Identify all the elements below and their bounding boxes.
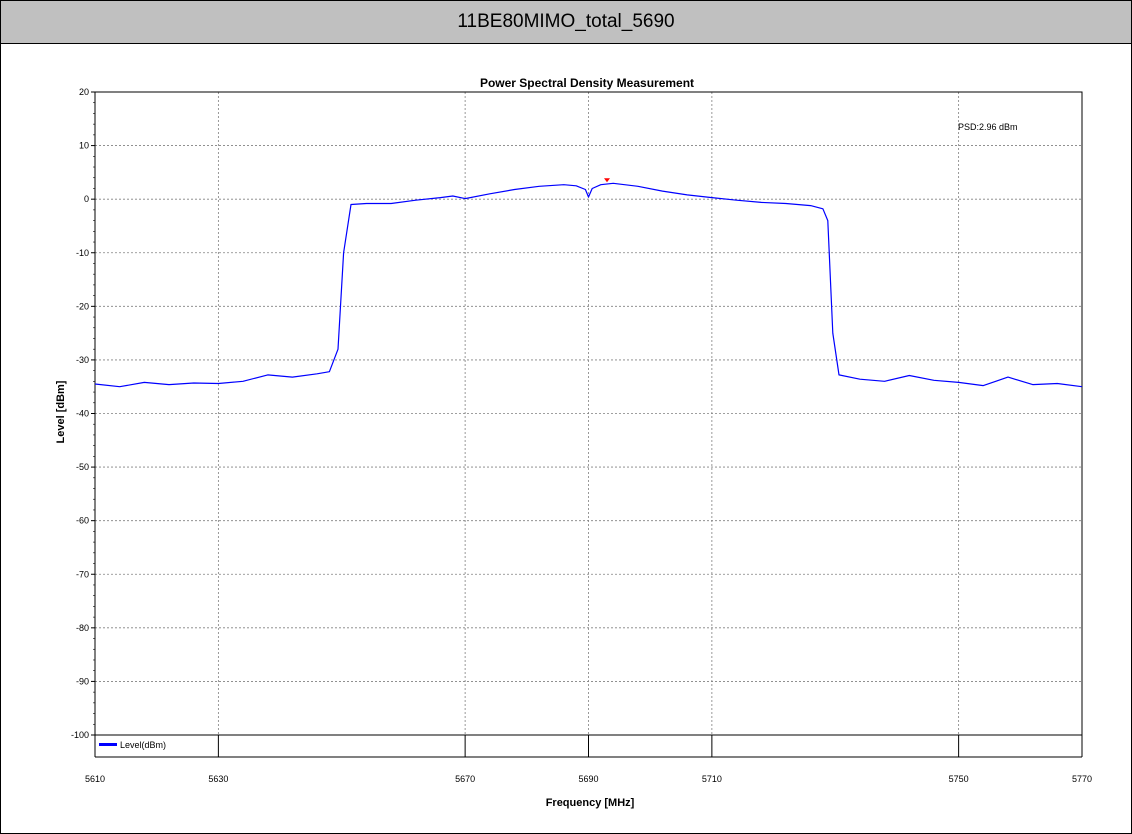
y-tick-label: -70 bbox=[76, 569, 89, 579]
y-tick-label: -90 bbox=[76, 676, 89, 686]
x-tick-label: 5690 bbox=[578, 774, 598, 784]
y-axis-label: Level [dBm] bbox=[55, 380, 67, 443]
chart-title: Power Spectral Density Measurement bbox=[480, 76, 694, 90]
page-title: 11BE80MIMO_total_5690 bbox=[1, 1, 1131, 44]
x-tick-label: 5670 bbox=[455, 774, 475, 784]
y-tick-label: -30 bbox=[76, 355, 89, 365]
x-tick-label: 5630 bbox=[208, 774, 228, 784]
y-tick-label: 10 bbox=[79, 141, 89, 151]
chart-ticks: 20 10 0 -10 -20 -30 -40 -50 -60 -70 -80 -90 -100 5610… bbox=[71, 87, 1092, 784]
legend-swatch bbox=[99, 743, 117, 746]
y-tick-label: -10 bbox=[76, 248, 89, 258]
x-tick-label: 5770 bbox=[1072, 774, 1092, 784]
chart-grid bbox=[95, 92, 1082, 735]
y-tick-label: -60 bbox=[76, 516, 89, 526]
series-line-0 bbox=[94, 182, 1083, 388]
y-tick-label: -100 bbox=[71, 730, 89, 740]
y-tick-label: -40 bbox=[76, 409, 89, 419]
x-axis-label: Frequency [MHz] bbox=[546, 797, 635, 809]
peak-marker bbox=[604, 178, 611, 183]
y-tick-label: -20 bbox=[76, 301, 89, 311]
y-tick-label: 0 bbox=[84, 194, 89, 204]
x-tick-label: 5610 bbox=[85, 774, 105, 784]
chart-series bbox=[94, 178, 1083, 388]
psd-annotation: PSD:2.96 dBm bbox=[958, 122, 1018, 132]
legend-label: Level(dBm) bbox=[120, 740, 166, 750]
legend: Level(dBm) bbox=[99, 740, 166, 750]
y-tick-label: 20 bbox=[79, 87, 89, 97]
x-tick-label: 5710 bbox=[702, 774, 722, 784]
y-tick-label: -50 bbox=[76, 462, 89, 472]
y-tick-label: -80 bbox=[76, 623, 89, 633]
x-tick-label: 5750 bbox=[949, 774, 969, 784]
